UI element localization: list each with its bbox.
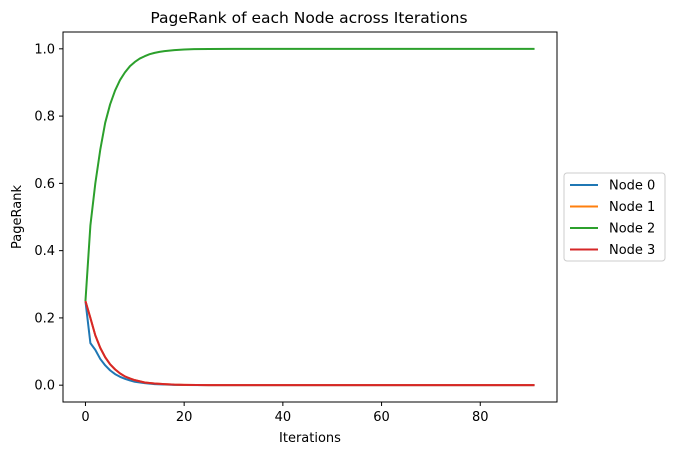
- y-tick-label: 1.0: [34, 42, 55, 57]
- series-line-node-3: [84, 300, 535, 387]
- chart-title: PageRank of each Node across Iterations: [150, 9, 467, 27]
- legend: Node 0 Node 1 Node 2 Node 3: [563, 172, 666, 262]
- y-tick-label: 0.0: [34, 379, 55, 394]
- legend-box: [563, 172, 666, 262]
- legend-label: Node 0: [609, 179, 655, 194]
- series-line-node-0: [84, 300, 535, 387]
- y-tick-label: 0.2: [34, 311, 55, 326]
- legend-label: Node 2: [609, 222, 655, 237]
- x-tick-label: 40: [275, 410, 292, 425]
- x-tick-label: 0: [81, 410, 89, 425]
- x-tick-label: 20: [176, 410, 193, 425]
- x-tick-label: 80: [472, 410, 489, 425]
- legend-label: Node 1: [609, 200, 655, 215]
- y-axis-label: PageRank: [10, 185, 25, 249]
- x-axis-label: Iterations: [279, 431, 341, 446]
- legend-label: Node 3: [609, 243, 655, 258]
- y-tick-label: 0.4: [34, 244, 55, 259]
- y-tick-label: 0.6: [34, 177, 55, 192]
- y-tick-label: 0.8: [34, 110, 55, 125]
- series-line-node-2: [84, 47, 535, 302]
- series-line-node-1: [84, 300, 535, 387]
- plot-frame: [62, 31, 558, 403]
- x-tick-label: 60: [373, 410, 390, 425]
